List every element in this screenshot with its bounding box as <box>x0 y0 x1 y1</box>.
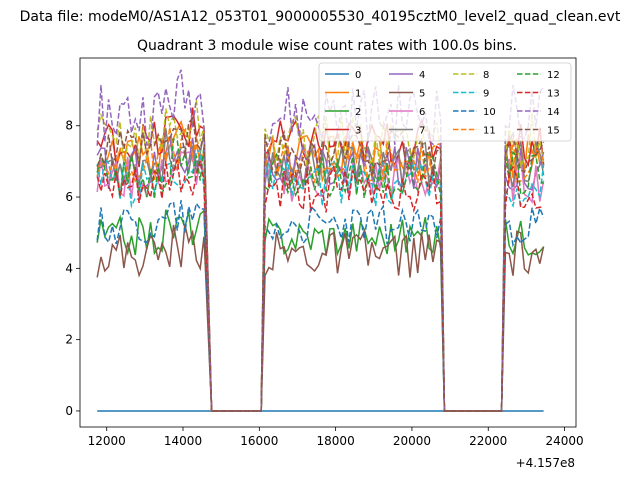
y-tick-label-4: 4 <box>65 261 73 275</box>
y-tick-label-6: 6 <box>65 190 73 204</box>
y-tick-label-8: 8 <box>65 119 73 133</box>
x-tick-label-14000: 14000 <box>164 434 202 448</box>
series-line-5 <box>96 224 545 412</box>
legend-label-15: 15 <box>547 126 560 137</box>
legend-label-13: 13 <box>547 89 560 100</box>
x-tick-label-12000: 12000 <box>88 434 126 448</box>
x-tick-label-18000: 18000 <box>317 434 355 448</box>
y-tick-label-0: 0 <box>65 404 73 418</box>
x-tick-label-22000: 22000 <box>469 434 507 448</box>
x-tick-label-16000: 16000 <box>240 434 278 448</box>
legend-label-1: 1 <box>355 89 361 100</box>
legend-box <box>318 62 572 142</box>
x-tick-label-20000: 20000 <box>393 434 431 448</box>
y-tick-label-2: 2 <box>65 333 73 347</box>
legend-label-8: 8 <box>483 70 489 81</box>
series-line-14 <box>96 69 545 412</box>
series-group <box>96 69 545 412</box>
series-line-9 <box>96 148 545 412</box>
figure-suptitle: Data file: modeM0/AS1A12_053T01_90000055… <box>20 9 621 25</box>
legend-label-4: 4 <box>419 70 425 81</box>
legend-label-3: 3 <box>355 126 361 137</box>
legend-label-6: 6 <box>419 107 425 118</box>
series-line-13 <box>96 159 544 412</box>
legend-label-5: 5 <box>419 89 425 100</box>
series-line-12 <box>96 137 545 412</box>
legend-label-14: 14 <box>547 107 560 118</box>
axes: 12000 14000 16000 18000 20000 22000 24000 0 2 4 6 8 <box>65 57 584 448</box>
legend-label-2: 2 <box>355 107 361 118</box>
legend-label-12: 12 <box>547 70 560 81</box>
series-line-7 <box>97 128 545 412</box>
axes-frame <box>79 57 577 428</box>
plot-area <box>96 69 545 412</box>
legend-label-9: 9 <box>483 89 489 100</box>
chart-title: Quadrant 3 module wise count rates with … <box>137 38 517 54</box>
x-tick-label-24000: 24000 <box>545 434 583 448</box>
legend-label-11: 11 <box>483 126 496 137</box>
series-line-15 <box>96 116 545 412</box>
series-line-11 <box>96 124 545 412</box>
x-offset-label: +4.157e8 <box>516 456 575 470</box>
series-line-10 <box>96 200 545 412</box>
legend-label-10: 10 <box>483 107 496 118</box>
legend-label-7: 7 <box>419 126 425 137</box>
legend-label-0: 0 <box>355 70 361 81</box>
series-line-2 <box>96 209 545 412</box>
